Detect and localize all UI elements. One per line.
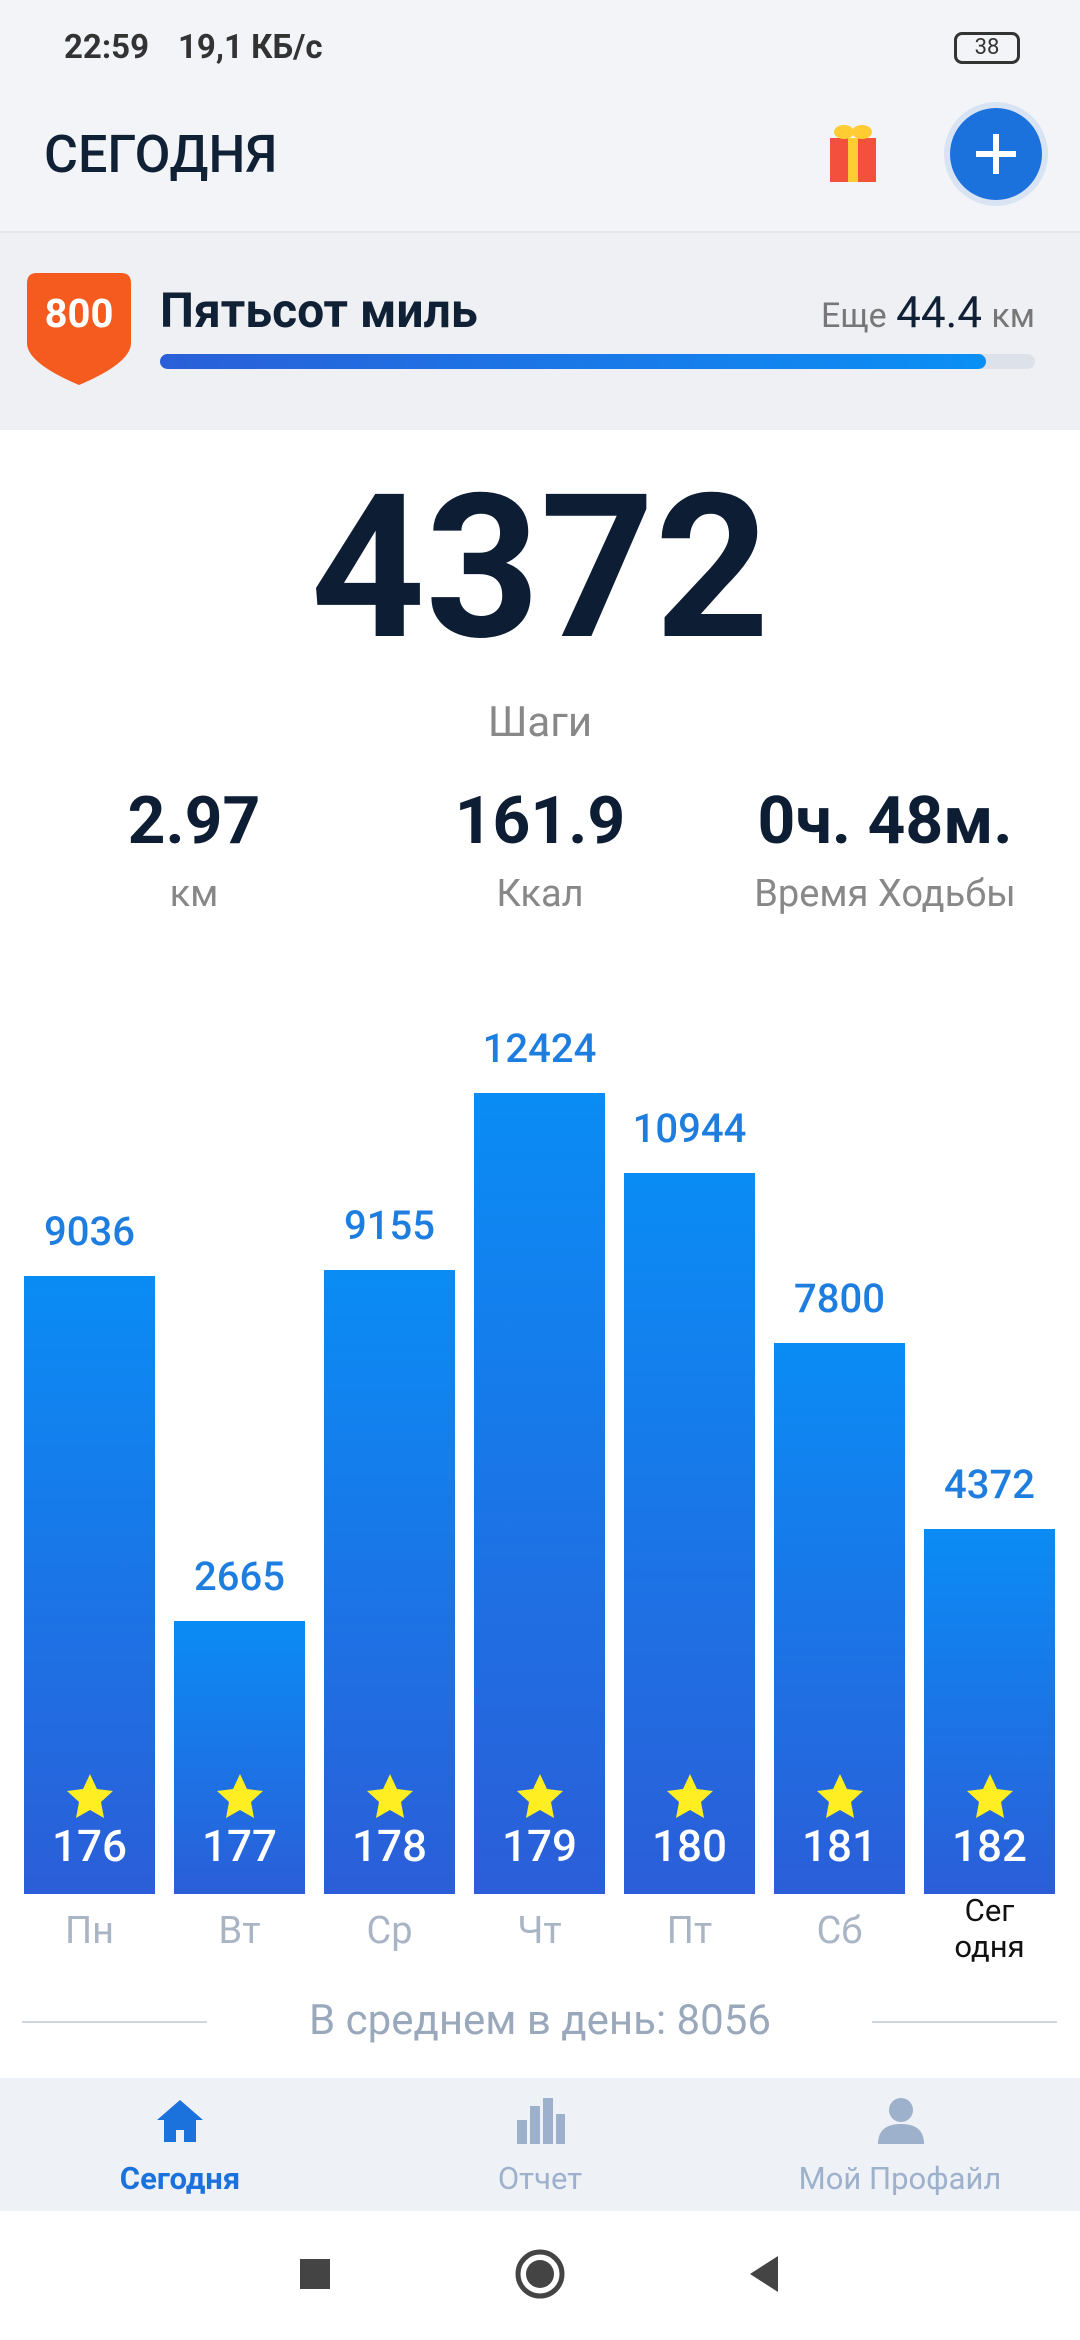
- bar: [174, 1621, 305, 1894]
- bar-value: 12424: [482, 1025, 597, 1073]
- steps-value: 4372: [310, 450, 770, 685]
- bar: [474, 1093, 605, 1894]
- stat-label: км: [169, 872, 219, 916]
- x-tick-label: Сб: [816, 1909, 863, 1953]
- remaining-value: 44.4: [896, 286, 982, 338]
- day-number: 181: [801, 1820, 878, 1872]
- goal-title: Пятьсот миль: [160, 282, 478, 339]
- status-time: 22:59: [64, 28, 150, 67]
- remaining-label: Еще: [821, 296, 887, 336]
- day-number: 179: [501, 1820, 578, 1872]
- x-tick-label: Пн: [64, 1909, 115, 1953]
- x-tick-label: Вт: [218, 1909, 261, 1953]
- bar-value: 10944: [632, 1105, 747, 1153]
- top-area: [0, 0, 1080, 231]
- home-icon[interactable]: [155, 2098, 205, 2144]
- x-tick-label: Чт: [517, 1909, 562, 1953]
- bar: [624, 1173, 755, 1894]
- report-icon[interactable]: [515, 2096, 565, 2144]
- battery: 38: [954, 32, 1020, 64]
- nav-label[interactable]: Сегодня: [119, 2160, 241, 2197]
- star: [966, 1774, 1013, 1818]
- remaining-unit: км: [991, 296, 1035, 336]
- goal-remaining: Еще 44.4 км: [821, 286, 1035, 338]
- stat-value: 2.97: [127, 783, 261, 860]
- star: [666, 1774, 713, 1818]
- bar-value: 2665: [194, 1553, 285, 1601]
- day-number: 177: [201, 1820, 278, 1872]
- star: [516, 1774, 563, 1818]
- stat-value: 161.9: [454, 783, 626, 860]
- progress-track: [160, 354, 1035, 369]
- x-tick-label: Ср: [366, 1909, 413, 1953]
- header-title: СЕГОДНЯ: [44, 124, 278, 185]
- day-number: 180: [651, 1820, 728, 1872]
- stat-value: 0ч. 48м.: [757, 783, 1013, 860]
- nav-label[interactable]: Отчет: [497, 2160, 583, 2197]
- x-tick-label: Пт: [666, 1909, 713, 1953]
- day-number: 178: [351, 1820, 428, 1872]
- status-speed: 19,1 КБ/с: [178, 28, 323, 67]
- star: [66, 1774, 113, 1818]
- nav-label[interactable]: Мой Профайл: [798, 2160, 1002, 2197]
- progress-fill: [160, 354, 986, 369]
- system-nav: [300, 2249, 778, 2299]
- add-button[interactable]: [942, 100, 1050, 208]
- steps-label: Шаги: [487, 698, 593, 747]
- gift-icon[interactable]: [826, 118, 882, 184]
- divider: [872, 2021, 1057, 2023]
- day-number: 182: [951, 1820, 1028, 1872]
- goal-card[interactable]: [0, 231, 1080, 430]
- x-tick-label: Сег одня: [954, 1892, 1025, 1965]
- bar-value: 9036: [44, 1208, 135, 1256]
- star: [816, 1774, 863, 1818]
- divider: [22, 2021, 207, 2023]
- stat-label: Ккал: [496, 872, 584, 916]
- bar-value: 4372: [944, 1460, 1035, 1508]
- average: В среднем в день: 8056: [309, 1996, 771, 2045]
- star: [366, 1774, 413, 1818]
- bar-value: 9155: [344, 1202, 435, 1249]
- star: [216, 1774, 263, 1818]
- stat-label: Время Ходьбы: [754, 872, 1016, 916]
- day-number: 176: [51, 1820, 128, 1872]
- bar: [924, 1528, 1055, 1894]
- goal-badge: 800: [44, 290, 114, 337]
- bar-value: 7800: [794, 1275, 885, 1323]
- profile-icon[interactable]: [876, 2096, 926, 2144]
- goal-badge-shape: [27, 273, 131, 385]
